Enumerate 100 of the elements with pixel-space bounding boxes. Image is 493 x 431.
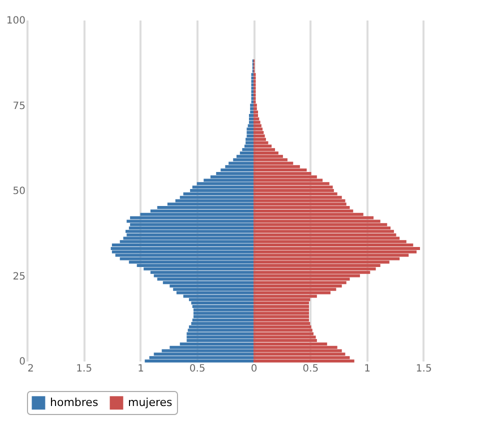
bar (254, 117, 260, 120)
y-tick-label: 0 (19, 356, 26, 368)
bar (248, 120, 254, 124)
bar (128, 226, 254, 230)
bar (254, 233, 396, 236)
x-tick-label: 0.5 (189, 364, 206, 374)
y-tick-label: 75 (12, 100, 26, 112)
x-tick-label: 1.5 (416, 364, 432, 374)
bar (254, 141, 268, 144)
bar (254, 114, 258, 117)
bar (126, 220, 254, 223)
bar (254, 246, 420, 250)
bar (254, 104, 257, 107)
y-tick-label: 50 (12, 186, 26, 197)
bar (186, 332, 254, 336)
bar (173, 288, 254, 291)
bar (192, 186, 254, 189)
bar (254, 128, 263, 131)
bar (183, 192, 254, 196)
bar (254, 186, 333, 189)
bar (191, 322, 254, 325)
bar (254, 312, 309, 315)
bar (244, 144, 254, 148)
bar (254, 349, 342, 352)
bar (254, 325, 312, 328)
bar (254, 226, 391, 230)
bar (154, 352, 254, 356)
bar (254, 308, 309, 312)
x-tick-label: 1.5 (76, 364, 92, 374)
legend-label: hombres (50, 396, 98, 409)
bar (246, 128, 254, 131)
bar (254, 189, 334, 192)
bar (123, 236, 254, 240)
bar (254, 336, 316, 339)
bar (254, 148, 276, 152)
bar (236, 154, 254, 158)
bar (254, 131, 264, 134)
x-tick-label: 1 (364, 364, 370, 374)
bar (112, 250, 254, 254)
bar (254, 199, 346, 202)
legend-label: mujeres (128, 396, 173, 409)
bar (254, 124, 262, 128)
bar (254, 328, 312, 332)
bar (254, 120, 260, 124)
x-tick-label: 2 (28, 364, 34, 374)
y-tick-label: 100 (6, 16, 26, 26)
bar (144, 360, 254, 362)
x-tick-label: 0 (250, 364, 258, 374)
bar (126, 230, 254, 233)
bar (254, 360, 354, 362)
bar (193, 308, 254, 312)
bar (193, 312, 254, 315)
bar (250, 107, 254, 110)
bar (250, 110, 254, 114)
bar (112, 244, 254, 247)
bar (188, 325, 254, 328)
bar (254, 230, 394, 233)
bar (248, 117, 254, 120)
bar (149, 356, 254, 360)
bar (228, 162, 254, 165)
bar (248, 114, 254, 117)
bar (176, 291, 254, 294)
bar (157, 278, 254, 281)
bar (191, 302, 254, 305)
bar (193, 315, 254, 318)
bar (254, 206, 350, 210)
bar (254, 107, 257, 110)
bar (246, 138, 254, 141)
bar (180, 196, 254, 199)
bar (192, 318, 254, 322)
bar (126, 233, 254, 236)
bar (254, 322, 310, 325)
bar (242, 148, 254, 152)
bar (115, 254, 254, 257)
bar (254, 304, 309, 308)
bar (110, 246, 254, 250)
bar (254, 281, 346, 284)
bar (192, 304, 254, 308)
bar (120, 257, 254, 260)
bar (196, 182, 254, 186)
x-tick-label: 0.5 (302, 364, 319, 374)
bar (250, 104, 254, 107)
y-tick-label: 25 (12, 271, 26, 282)
bar (254, 110, 258, 114)
x-tick-label: 1 (138, 364, 144, 374)
bar (240, 151, 254, 154)
bar (254, 134, 265, 138)
bar (254, 196, 342, 199)
bar (254, 144, 272, 148)
bar (154, 274, 254, 278)
bar (254, 138, 266, 141)
bar (188, 328, 254, 332)
bar (254, 182, 330, 186)
bar (254, 202, 346, 206)
bar (254, 302, 309, 305)
bar (248, 124, 254, 128)
bar (246, 141, 254, 144)
bar (254, 318, 309, 322)
bar (246, 131, 254, 134)
bar (254, 332, 314, 336)
